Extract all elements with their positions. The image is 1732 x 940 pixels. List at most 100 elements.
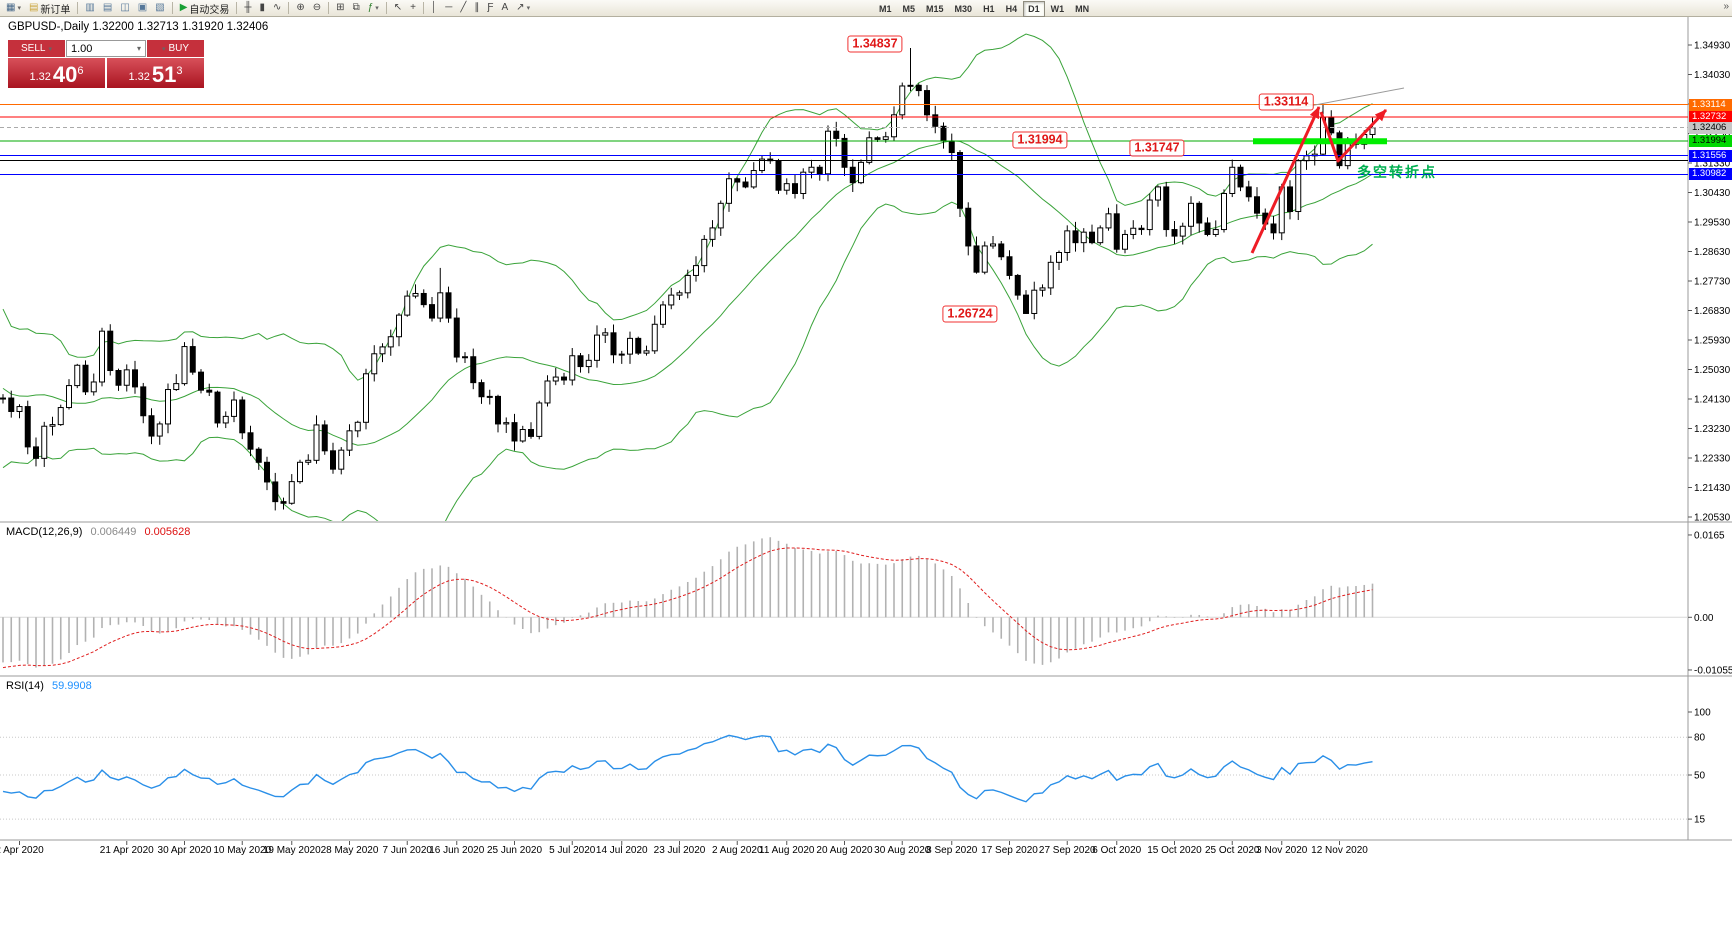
red-trend-arrow[interactable] <box>1250 106 1321 254</box>
vertical-line-icon: │ <box>431 2 438 13</box>
tile-windows-button[interactable]: ⊞ <box>333 0 347 17</box>
fibonacci-button[interactable]: Ƒ <box>484 0 496 17</box>
market-watch-button[interactable]: ▥ <box>82 0 97 17</box>
zoom-out-icon: ⊖ <box>312 2 322 13</box>
toolbar-separator <box>385 2 387 14</box>
macd-value-signal: 0.005628 <box>144 526 191 538</box>
price-callout[interactable]: 1.33114 <box>1258 93 1314 111</box>
price-callout[interactable]: 1.26724 <box>942 305 998 323</box>
price-axis-label: 1.23230 <box>1694 424 1731 435</box>
bar-chart-icon: ╫ <box>244 2 252 13</box>
autotrading-label: 自动交易 <box>189 4 230 16</box>
navigator-button[interactable]: ◫ <box>117 0 132 17</box>
data-window-button[interactable]: ▤ <box>100 0 115 17</box>
time-axis-label: 21 Apr 2020 <box>100 845 154 856</box>
time-axis-label: 7 Jun 2020 <box>383 845 433 856</box>
red-trend-arrow[interactable] <box>1319 108 1388 163</box>
rsi-value: 59.9908 <box>51 680 92 692</box>
macd-axis-label: 0.00 <box>1694 613 1714 624</box>
ask-price-button[interactable]: 1.32 51 3 <box>107 58 204 88</box>
price-callout[interactable]: 1.34837 <box>847 35 903 53</box>
candlestick-chart-button[interactable]: ▮ <box>256 0 268 17</box>
new-order-button[interactable]: ▤ 新订单 <box>26 0 73 17</box>
text-button[interactable]: A <box>499 0 512 17</box>
new-chart-button[interactable]: ▦ ▾ <box>3 0 24 17</box>
timeframe-m1-button[interactable]: M1 <box>879 4 892 14</box>
price-axis-label: 1.30430 <box>1694 188 1731 199</box>
cascade-windows-icon: ⧉ <box>352 2 360 13</box>
cursor-button[interactable]: ↖ <box>391 0 405 17</box>
time-axis-label: 25 Jun 2020 <box>487 845 542 856</box>
terminal-button[interactable]: ▣ <box>135 0 150 17</box>
timeframe-h1-button[interactable]: H1 <box>983 4 995 14</box>
time-axis-label: 30 Apr 2020 <box>158 845 212 856</box>
timeframe-w1-button[interactable]: W1 <box>1050 4 1065 14</box>
indicators-button[interactable]: ƒ ▾ <box>365 0 382 17</box>
time-axis-label: 12 Nov 2020 <box>1311 845 1368 856</box>
trendline-icon: ╱ <box>460 2 467 13</box>
horizontal-levels[interactable] <box>0 104 1688 175</box>
zoom-in-button[interactable]: ⊕ <box>293 0 307 17</box>
rsi-label: RSI(14) 59.9908 <box>6 680 92 692</box>
macd-signal-line <box>2 547 1373 669</box>
zoom-out-button[interactable]: ⊖ <box>310 0 324 17</box>
chinese-note-annotation[interactable]: 多空转折点 <box>1357 164 1437 180</box>
autotrading-button[interactable]: ▶ 自动交易 <box>177 0 233 17</box>
lot-size-value: 1.00 <box>71 42 93 55</box>
macd-axis-label: 0.0165 <box>1694 530 1725 541</box>
new-order-label: 新订单 <box>40 4 71 16</box>
bar-chart-button[interactable]: ╫ <box>241 0 254 17</box>
price-tag-1.30982: 1.30982 <box>1689 168 1732 181</box>
timeframe-h4-button[interactable]: H4 <box>1005 4 1018 14</box>
trendline-button[interactable]: ╱ <box>457 0 469 17</box>
timeframe-d1-button[interactable]: D1 <box>1023 1 1045 17</box>
chart-symbol-label: GBPUSD-,Daily <box>8 21 90 33</box>
toolbar-separator <box>236 2 238 14</box>
horizontal-line-button[interactable]: ─ <box>442 0 455 17</box>
price-tag-1.31994: 1.31994 <box>1689 135 1732 148</box>
toolbar-separator <box>423 2 425 14</box>
line-chart-button[interactable]: ∿ <box>270 0 284 17</box>
vertical-line-button[interactable]: │ <box>428 0 440 17</box>
price-axis-label: 1.29530 <box>1694 218 1731 229</box>
time-axis-label: 17 Sep 2020 <box>981 845 1038 856</box>
sell-button[interactable]: SELL ▾ <box>8 40 65 57</box>
strategy-tester-button[interactable]: ▧ <box>152 0 167 17</box>
price-axis-label: 1.27730 <box>1694 277 1731 288</box>
buy-button[interactable]: ▾ BUY <box>147 40 204 57</box>
fibonacci-icon: Ƒ <box>487 2 494 13</box>
arrows-button[interactable]: ↗ ▾ <box>513 0 533 17</box>
one-click-trading-panel: SELL ▾ 1.00 ▾ ▾ BUY 1.32 40 6 1.32 51 3 <box>8 40 204 88</box>
cascade-windows-button[interactable]: ⧉ <box>350 0 363 17</box>
sell-button-label: SELL <box>21 43 46 54</box>
timeframe-m5-button[interactable]: M5 <box>902 4 916 14</box>
ask-price-pipette: 3 <box>176 65 183 77</box>
rsi-axis-label: 15 <box>1694 815 1706 826</box>
lot-size-input[interactable]: 1.00 ▾ <box>66 40 146 57</box>
rsi-axis-label: 50 <box>1694 771 1706 782</box>
time-axis-label: 10 May 2020 <box>213 845 271 856</box>
macd-value-main: 0.006449 <box>90 526 137 538</box>
toolbar-overflow-button[interactable]: » <box>1723 1 1729 12</box>
crosshair-button[interactable]: + <box>407 0 419 17</box>
time-axis-label: 25 Oct 2020 <box>1205 845 1260 856</box>
equidistant-channel-button[interactable]: ∥ <box>471 0 482 17</box>
timeframe-m30-button[interactable]: M30 <box>954 4 973 14</box>
price-callout[interactable]: 1.31994 <box>1012 131 1068 149</box>
tile-windows-icon: ⊞ <box>336 2 345 13</box>
time-axis-label: 11 Aug 2020 <box>759 845 815 856</box>
time-axis-label: 28 May 2020 <box>321 845 379 856</box>
price-axis-label: 1.28630 <box>1694 247 1731 258</box>
chevron-down-icon: ▾ <box>161 45 166 53</box>
time-axis-label: 8 Sep 2020 <box>926 845 978 856</box>
main-toolbar: ▦ ▾ ▤ 新订单 ▥ ▤ ◫ ▣ ▧ ▶ 自动交易 ╫ ▮ ∿ ⊕ ⊖ ⊞ ⧉ ƒ ▾ ↖ + │ ─ ╱ ∥ Ƒ A ↗ ▾ M1 M5… <box>0 0 1732 17</box>
lot-spinner-icon[interactable]: ▾ <box>136 44 141 53</box>
indicators-icon: ƒ <box>367 2 374 13</box>
text-icon: A <box>501 2 509 13</box>
strategy-tester-icon: ▧ <box>155 2 165 13</box>
timeframe-m15-button[interactable]: M15 <box>926 4 944 14</box>
bid-price-button[interactable]: 1.32 40 6 <box>8 58 105 88</box>
price-callout[interactable]: 1.31747 <box>1129 139 1185 157</box>
timeframe-mn-button[interactable]: MN <box>1075 4 1090 14</box>
